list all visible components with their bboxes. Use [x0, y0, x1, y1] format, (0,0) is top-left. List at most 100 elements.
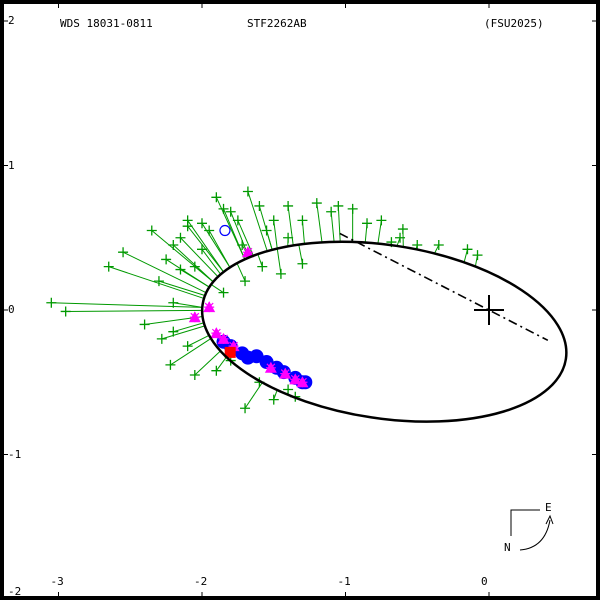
micrometer-marker — [275, 268, 286, 279]
micrometer-marker — [175, 264, 186, 275]
residual-line — [210, 283, 224, 294]
micrometer-marker — [268, 394, 279, 405]
micrometer-marker — [268, 215, 279, 226]
micrometer-marker — [240, 403, 251, 414]
micrometer-marker — [237, 239, 248, 250]
x-tick-label: 0 — [481, 575, 488, 588]
micrometer-marker — [297, 215, 308, 226]
micrometer-marker — [283, 232, 294, 243]
residual-line — [194, 350, 221, 376]
micrometer-marker — [218, 287, 229, 298]
residual-line — [266, 230, 273, 250]
residual-line — [236, 262, 246, 282]
residual-line — [187, 334, 210, 347]
residual-line — [223, 208, 246, 260]
x-tick-label: -3 — [50, 575, 64, 588]
residual-line — [208, 230, 231, 268]
micrometer-marker — [232, 215, 243, 226]
micrometer-marker — [118, 247, 129, 258]
line-of-nodes — [339, 232, 549, 342]
residual-line — [194, 266, 214, 283]
residual-line — [161, 325, 206, 340]
residual-line — [108, 266, 205, 299]
micrometer-marker — [211, 365, 222, 376]
micrometer-marker — [189, 370, 200, 381]
micrometer-marker — [165, 359, 176, 370]
residual-line — [337, 205, 341, 242]
micrometer-marker — [175, 232, 186, 243]
y-tick-label: -2 — [8, 585, 22, 598]
micrometer-marker — [153, 276, 164, 287]
y-tick-label: 0 — [8, 303, 15, 316]
residual-line — [170, 338, 212, 366]
micrometer-marker — [333, 200, 344, 211]
micrometer-marker — [240, 276, 251, 287]
micrometer-marker — [362, 218, 373, 229]
micrometer-marker — [376, 215, 387, 226]
micrometer-marker — [204, 225, 215, 236]
residual-line — [201, 249, 221, 275]
micrometer-marker — [197, 244, 207, 255]
residual-line — [330, 211, 335, 242]
micrometer-marker — [161, 254, 172, 265]
compass-arrowhead-icon — [545, 514, 554, 525]
residual-line — [257, 253, 263, 267]
compass-arrow-icon — [519, 519, 551, 551]
speckle-star-marker — [280, 368, 291, 379]
micrometer-marker — [462, 244, 473, 255]
micrometer-marker — [347, 203, 358, 214]
residual-line — [316, 203, 323, 243]
micrometer-marker — [182, 341, 193, 352]
micrometer-marker — [261, 225, 272, 236]
micrometer-marker — [60, 306, 71, 317]
residual-line — [187, 220, 224, 273]
micrometer-marker — [283, 200, 294, 211]
micrometer-marker — [433, 239, 444, 250]
micrometer-marker — [311, 198, 322, 209]
speckle-star-marker — [297, 377, 308, 388]
residual-line — [51, 302, 203, 308]
micrometer-marker — [283, 384, 294, 395]
micrometer-marker — [297, 258, 308, 269]
micrometer-marker — [197, 218, 207, 229]
residual-line — [215, 356, 227, 371]
x-tick-label: -2 — [194, 575, 208, 588]
micrometer-marker — [168, 297, 179, 308]
primary-star-marker — [474, 295, 504, 325]
micrometer-marker — [472, 250, 483, 261]
residual-line — [180, 237, 219, 278]
micrometer-marker — [168, 239, 179, 250]
micrometer-marker — [218, 203, 229, 214]
y-tick-label: 2 — [8, 14, 15, 27]
speckle-star-marker — [218, 333, 229, 344]
reference-label: (FSU2025) — [484, 17, 544, 30]
micrometer-marker — [156, 333, 167, 344]
micrometer-marker — [211, 192, 222, 203]
outlier-marker — [219, 224, 231, 237]
speckle-star-marker — [211, 328, 222, 339]
y-tick-label: 1 — [8, 158, 15, 172]
micrometer-marker — [103, 261, 114, 272]
residual-line — [173, 322, 205, 333]
micrometer-marker — [46, 297, 57, 308]
residual-line — [434, 244, 440, 254]
residual-line — [172, 244, 214, 283]
residual-line — [244, 382, 263, 409]
x-tick-label: -1 — [337, 575, 351, 588]
residual-line — [158, 280, 206, 296]
micrometer-marker — [397, 224, 408, 235]
latest-observation-marker — [224, 346, 236, 358]
wds-id-label: WDS 18031-0811 — [60, 17, 153, 30]
residual-line — [65, 309, 203, 312]
speckle-star-marker — [189, 312, 200, 323]
residual-line — [122, 251, 207, 294]
micrometer-marker — [225, 206, 236, 217]
speckle-star-marker — [204, 302, 215, 313]
orbit-ellipse — [200, 240, 568, 423]
speckle-star-marker — [265, 362, 276, 373]
micrometer-marker — [254, 200, 265, 211]
micrometer-marker — [139, 319, 150, 330]
